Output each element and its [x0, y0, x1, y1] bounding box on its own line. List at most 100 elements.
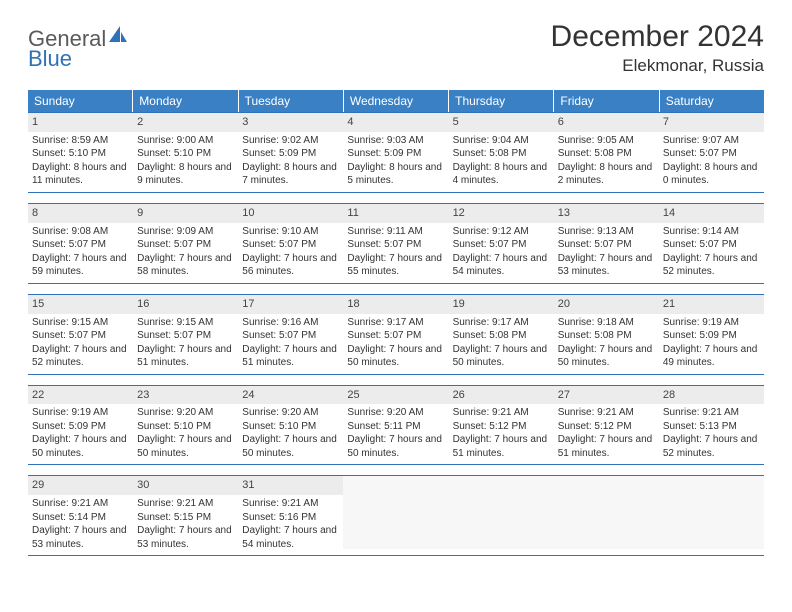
- day-cell: 12Sunrise: 9:12 AMSunset: 5:07 PMDayligh…: [449, 204, 554, 283]
- sunrise-line: Sunrise: 9:21 AM: [32, 497, 129, 511]
- daylight-line: Daylight: 7 hours and 59 minutes.: [32, 252, 129, 279]
- sunrise-line: Sunrise: 9:05 AM: [558, 134, 655, 148]
- day-body: Sunrise: 9:11 AMSunset: 5:07 PMDaylight:…: [343, 223, 448, 283]
- day-header: Monday: [133, 90, 238, 112]
- day-cell: 23Sunrise: 9:20 AMSunset: 5:10 PMDayligh…: [133, 386, 238, 465]
- day-number: 22: [28, 386, 133, 405]
- day-body: Sunrise: 9:17 AMSunset: 5:07 PMDaylight:…: [343, 314, 448, 374]
- sunrise-line: Sunrise: 9:21 AM: [558, 406, 655, 420]
- day-number: 27: [554, 386, 659, 405]
- sunset-line: Sunset: 5:08 PM: [453, 329, 550, 343]
- day-body: Sunrise: 9:15 AMSunset: 5:07 PMDaylight:…: [28, 314, 133, 374]
- week-row: 22Sunrise: 9:19 AMSunset: 5:09 PMDayligh…: [28, 385, 764, 466]
- sunset-line: Sunset: 5:12 PM: [453, 420, 550, 434]
- sunrise-line: Sunrise: 9:07 AM: [663, 134, 760, 148]
- sunset-line: Sunset: 5:09 PM: [663, 329, 760, 343]
- sunset-line: Sunset: 5:07 PM: [137, 329, 234, 343]
- day-header: Saturday: [660, 90, 764, 112]
- day-number: [449, 476, 554, 495]
- day-header: Thursday: [449, 90, 554, 112]
- day-cell: 11Sunrise: 9:11 AMSunset: 5:07 PMDayligh…: [343, 204, 448, 283]
- day-cell: 16Sunrise: 9:15 AMSunset: 5:07 PMDayligh…: [133, 295, 238, 374]
- day-header: Friday: [554, 90, 659, 112]
- day-body: Sunrise: 9:20 AMSunset: 5:11 PMDaylight:…: [343, 404, 448, 464]
- sunrise-line: Sunrise: 9:10 AM: [242, 225, 339, 239]
- day-cell: 24Sunrise: 9:20 AMSunset: 5:10 PMDayligh…: [238, 386, 343, 465]
- sunset-line: Sunset: 5:07 PM: [663, 238, 760, 252]
- day-number: 29: [28, 476, 133, 495]
- day-body: Sunrise: 9:20 AMSunset: 5:10 PMDaylight:…: [133, 404, 238, 464]
- day-body: [343, 495, 448, 549]
- sunrise-line: Sunrise: 9:19 AM: [32, 406, 129, 420]
- daylight-line: Daylight: 7 hours and 52 minutes.: [32, 343, 129, 370]
- daylight-line: Daylight: 7 hours and 52 minutes.: [663, 433, 760, 460]
- day-cell: 31Sunrise: 9:21 AMSunset: 5:16 PMDayligh…: [238, 476, 343, 555]
- day-number: 16: [133, 295, 238, 314]
- day-number: 18: [343, 295, 448, 314]
- daylight-line: Daylight: 7 hours and 54 minutes.: [453, 252, 550, 279]
- daylight-line: Daylight: 7 hours and 51 minutes.: [558, 433, 655, 460]
- daylight-line: Daylight: 7 hours and 50 minutes.: [137, 433, 234, 460]
- day-cell: 9Sunrise: 9:09 AMSunset: 5:07 PMDaylight…: [133, 204, 238, 283]
- day-cell: 18Sunrise: 9:17 AMSunset: 5:07 PMDayligh…: [343, 295, 448, 374]
- day-number: 8: [28, 204, 133, 223]
- daylight-line: Daylight: 7 hours and 50 minutes.: [558, 343, 655, 370]
- sunrise-line: Sunrise: 9:21 AM: [453, 406, 550, 420]
- day-body: Sunrise: 9:21 AMSunset: 5:16 PMDaylight:…: [238, 495, 343, 555]
- sunrise-line: Sunrise: 9:12 AM: [453, 225, 550, 239]
- day-number: 25: [343, 386, 448, 405]
- title-block: December 2024 Elekmonar, Russia: [551, 20, 764, 76]
- day-cell: 14Sunrise: 9:14 AMSunset: 5:07 PMDayligh…: [659, 204, 764, 283]
- daylight-line: Daylight: 7 hours and 52 minutes.: [663, 252, 760, 279]
- sunset-line: Sunset: 5:07 PM: [32, 238, 129, 252]
- sunset-line: Sunset: 5:07 PM: [347, 238, 444, 252]
- day-body: [554, 495, 659, 549]
- month-title: December 2024: [551, 20, 764, 54]
- day-cell: 20Sunrise: 9:18 AMSunset: 5:08 PMDayligh…: [554, 295, 659, 374]
- sunset-line: Sunset: 5:12 PM: [558, 420, 655, 434]
- day-body: Sunrise: 9:04 AMSunset: 5:08 PMDaylight:…: [449, 132, 554, 192]
- day-body: Sunrise: 9:17 AMSunset: 5:08 PMDaylight:…: [449, 314, 554, 374]
- sunrise-line: Sunrise: 9:19 AM: [663, 316, 760, 330]
- daylight-line: Daylight: 7 hours and 50 minutes.: [32, 433, 129, 460]
- day-cell: 26Sunrise: 9:21 AMSunset: 5:12 PMDayligh…: [449, 386, 554, 465]
- day-cell: 21Sunrise: 9:19 AMSunset: 5:09 PMDayligh…: [659, 295, 764, 374]
- day-cell: 4Sunrise: 9:03 AMSunset: 5:09 PMDaylight…: [343, 113, 448, 192]
- daylight-line: Daylight: 7 hours and 54 minutes.: [242, 524, 339, 551]
- day-body: [449, 495, 554, 549]
- day-number: 7: [659, 113, 764, 132]
- day-body: Sunrise: 9:19 AMSunset: 5:09 PMDaylight:…: [659, 314, 764, 374]
- sunrise-line: Sunrise: 9:15 AM: [137, 316, 234, 330]
- sunset-line: Sunset: 5:09 PM: [242, 147, 339, 161]
- day-number: 20: [554, 295, 659, 314]
- sunrise-line: Sunrise: 9:09 AM: [137, 225, 234, 239]
- sunset-line: Sunset: 5:10 PM: [137, 420, 234, 434]
- day-cell: 27Sunrise: 9:21 AMSunset: 5:12 PMDayligh…: [554, 386, 659, 465]
- day-cell: 7Sunrise: 9:07 AMSunset: 5:07 PMDaylight…: [659, 113, 764, 192]
- sunrise-line: Sunrise: 8:59 AM: [32, 134, 129, 148]
- day-cell: 29Sunrise: 9:21 AMSunset: 5:14 PMDayligh…: [28, 476, 133, 555]
- sunset-line: Sunset: 5:10 PM: [242, 420, 339, 434]
- day-body: Sunrise: 9:21 AMSunset: 5:12 PMDaylight:…: [554, 404, 659, 464]
- location: Elekmonar, Russia: [551, 56, 764, 76]
- daylight-line: Daylight: 7 hours and 50 minutes.: [242, 433, 339, 460]
- sunrise-line: Sunrise: 9:00 AM: [137, 134, 234, 148]
- day-number: 12: [449, 204, 554, 223]
- daylight-line: Daylight: 8 hours and 4 minutes.: [453, 161, 550, 188]
- sunrise-line: Sunrise: 9:21 AM: [663, 406, 760, 420]
- day-number: 15: [28, 295, 133, 314]
- day-cell: 19Sunrise: 9:17 AMSunset: 5:08 PMDayligh…: [449, 295, 554, 374]
- day-body: Sunrise: 9:08 AMSunset: 5:07 PMDaylight:…: [28, 223, 133, 283]
- day-body: Sunrise: 9:16 AMSunset: 5:07 PMDaylight:…: [238, 314, 343, 374]
- sunrise-line: Sunrise: 9:14 AM: [663, 225, 760, 239]
- sunset-line: Sunset: 5:16 PM: [242, 511, 339, 525]
- day-body: Sunrise: 9:12 AMSunset: 5:07 PMDaylight:…: [449, 223, 554, 283]
- day-cell: [659, 476, 764, 555]
- day-header: Wednesday: [344, 90, 449, 112]
- day-number: 28: [659, 386, 764, 405]
- day-body: Sunrise: 8:59 AMSunset: 5:10 PMDaylight:…: [28, 132, 133, 192]
- day-number: 11: [343, 204, 448, 223]
- sunrise-line: Sunrise: 9:17 AM: [453, 316, 550, 330]
- day-body: Sunrise: 9:21 AMSunset: 5:13 PMDaylight:…: [659, 404, 764, 464]
- sunset-line: Sunset: 5:07 PM: [137, 238, 234, 252]
